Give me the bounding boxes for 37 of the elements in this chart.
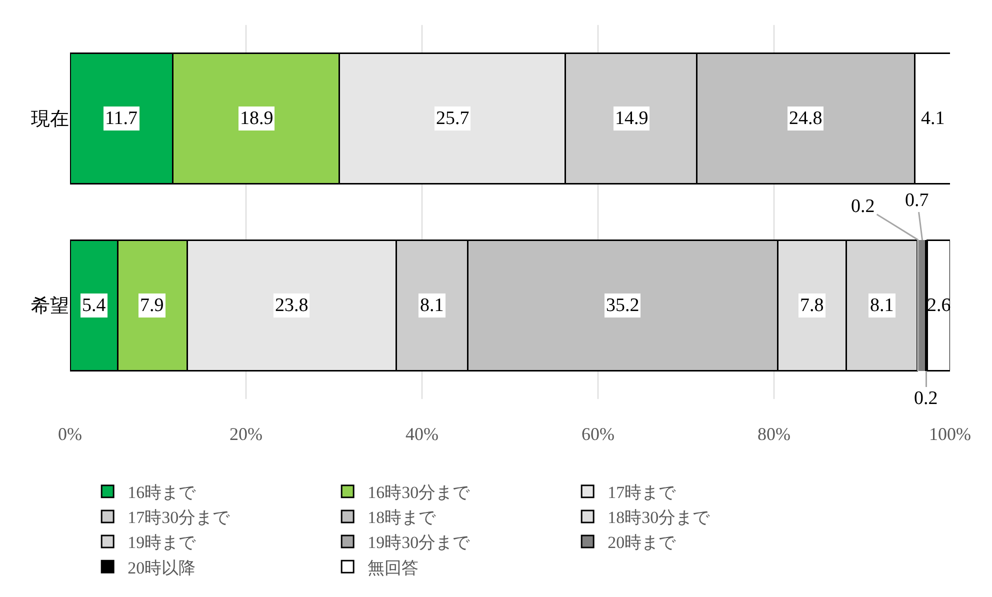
- x-tick-label: 60%: [582, 424, 614, 444]
- data-label: 5.4: [82, 295, 106, 316]
- legend-label: 16時まで: [128, 482, 197, 502]
- x-tick-label: 40%: [406, 424, 438, 444]
- data-label: 18.9: [240, 108, 274, 129]
- data-label: 8.1: [870, 295, 894, 316]
- legend-label: 17時まで: [608, 482, 677, 502]
- data-label: 35.2: [606, 295, 640, 316]
- y-tick-label: 現在: [31, 109, 69, 130]
- legend-label: 無回答: [368, 558, 419, 578]
- legend-label: 16時30分まで: [368, 482, 471, 502]
- data-label: 7.8: [800, 295, 824, 316]
- x-tick-label: 0%: [58, 424, 82, 444]
- data-label: 11.7: [105, 108, 138, 129]
- x-tick-label: 80%: [758, 424, 790, 444]
- y-tick-label: 希望: [31, 296, 69, 318]
- x-tick-label: 100%: [929, 424, 971, 444]
- data-label: 4.1: [921, 108, 945, 129]
- data-label: 0.7: [905, 190, 929, 211]
- legend-label: 20時以降: [128, 558, 196, 578]
- x-tick-label: 20%: [230, 424, 262, 444]
- legend-label: 19時30分まで: [368, 533, 471, 552]
- legend-label: 19時まで: [128, 533, 197, 552]
- data-label: 7.9: [140, 295, 164, 316]
- legend-label: 18時まで: [368, 508, 437, 528]
- data-label: 0.2: [914, 388, 938, 409]
- data-label: 23.8: [275, 295, 308, 316]
- data-label: 8.1: [420, 295, 444, 316]
- data-label: 25.7: [436, 108, 470, 129]
- data-label: 0.2: [851, 196, 875, 217]
- data-label: 14.9: [615, 108, 648, 129]
- legend-label: 17時30分まで: [128, 508, 231, 528]
- legend-label: 18時30分まで: [608, 508, 711, 528]
- bar: [926, 239, 950, 372]
- legend-label: 20時まで: [608, 533, 677, 552]
- bar: [919, 240, 926, 371]
- data-label: 24.8: [789, 108, 822, 129]
